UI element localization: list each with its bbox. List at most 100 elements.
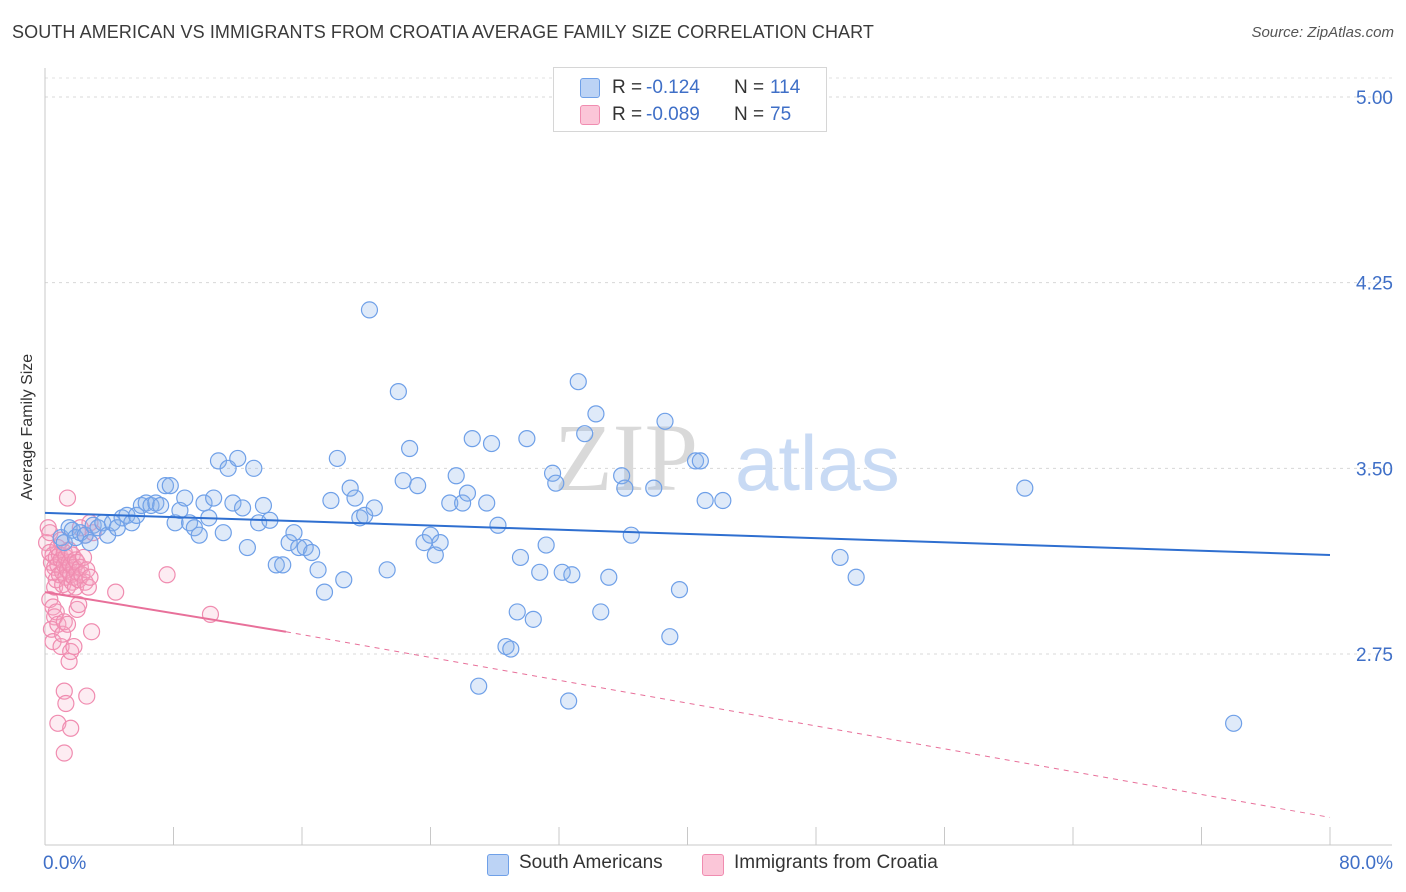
croatia-trend-line (44, 591, 287, 633)
stats-row-croatia: R = -0.089 N = 75 (554, 101, 826, 127)
south-american-point (190, 526, 208, 544)
croatia-point (49, 714, 67, 732)
stats-swatch-blue (580, 78, 600, 98)
south-american-point (691, 452, 709, 470)
south-american-point (214, 524, 232, 542)
legend-label: Immigrants from Croatia (734, 852, 938, 873)
south-american-point (229, 449, 247, 468)
south-american-points (52, 301, 1243, 732)
south-american-point (454, 494, 472, 512)
south-american-point (592, 603, 610, 621)
south-american-point (238, 538, 256, 557)
south-american-point (161, 477, 179, 495)
south-american-point (1016, 479, 1034, 497)
axes (44, 68, 1392, 846)
south-american-point (81, 533, 99, 552)
south-american-point (309, 561, 327, 579)
south-american-point (401, 439, 419, 458)
stats-box: R = -0.124 N = 114 R = -0.089 N = 75 (553, 67, 827, 132)
south-american-point (315, 583, 334, 601)
south-american-point (547, 474, 565, 492)
croatia-point (81, 568, 99, 586)
south-american-point (569, 373, 587, 391)
stats-r-label: R = (612, 77, 643, 98)
south-american-point (409, 477, 427, 495)
south-american-point (328, 449, 346, 468)
south-american-point (132, 496, 150, 515)
croatia-point (54, 625, 72, 643)
y-tick-label: 3.50 (1356, 459, 1393, 480)
south-american-point (518, 430, 536, 448)
south-american-point (176, 489, 194, 507)
south-american-point (622, 526, 640, 544)
croatia-point (76, 573, 94, 591)
croatia-point (65, 637, 83, 656)
trend-lines (44, 511, 1331, 818)
south-american-point (351, 509, 369, 527)
croatia-points (38, 489, 220, 762)
south-american-point (511, 548, 530, 567)
south-american-point (303, 543, 321, 562)
croatia-point (82, 623, 101, 641)
y-tick-label: 4.25 (1356, 274, 1393, 295)
south-american-point (508, 603, 526, 621)
south-american-point (470, 677, 488, 695)
south-american-point (285, 524, 303, 542)
south-american-point (656, 412, 674, 430)
y-tick-labels: 2.75 3.50 4.25 5.00 (1356, 88, 1393, 666)
y-axis-label: Average Family Size (19, 353, 36, 501)
south-american-trend-line (44, 511, 1331, 556)
south-american-point (537, 536, 555, 554)
south-american-point (645, 479, 663, 497)
south-american-point (563, 566, 581, 584)
source-credit: Source: ZipAtlas.com (1251, 24, 1394, 41)
stats-r-label: R = (612, 104, 643, 125)
watermark-zip: ZIP (554, 404, 698, 511)
gridlines (45, 77, 1392, 655)
south-american-point (576, 425, 594, 443)
y-axis-label-wrap: Average Family Size (14, 300, 42, 560)
south-american-point (360, 301, 379, 319)
south-american-point (322, 491, 340, 510)
south-american-point (447, 467, 465, 485)
south-american-point (502, 640, 520, 658)
y-tick-label: 5.00 (1356, 88, 1393, 109)
south-american-point (365, 499, 383, 517)
watermark: ZIP atlas (554, 404, 900, 511)
chart-title: SOUTH AMERICAN VS IMMIGRANTS FROM CROATI… (12, 22, 875, 42)
south-american-point (60, 519, 78, 537)
stats-r-value: -0.124 (646, 77, 700, 98)
croatia-point (62, 642, 80, 661)
south-american-point (686, 452, 705, 470)
south-american-point (233, 499, 252, 517)
south-american-point (543, 464, 562, 482)
south-american-point (245, 459, 263, 477)
croatia-point (58, 615, 77, 633)
croatia-point (57, 694, 75, 713)
south-american-point (341, 479, 359, 497)
south-american-point (267, 556, 285, 574)
south-american-point (478, 494, 496, 512)
x-tick-label: 80.0% (1339, 853, 1393, 874)
croatia-point (55, 682, 73, 700)
x-tick-label: 0.0% (43, 853, 86, 874)
south-american-point (224, 494, 242, 512)
south-american-point (147, 494, 165, 512)
south-american-point (441, 494, 459, 512)
south-american-point (696, 491, 714, 510)
south-american-point (670, 581, 689, 599)
south-american-point (524, 610, 542, 628)
stats-r-value: -0.089 (646, 104, 700, 125)
south-american-point (394, 472, 412, 490)
legend-swatch-pink (702, 854, 724, 876)
south-american-point (389, 382, 407, 401)
stats-n-value: 114 (770, 77, 801, 98)
croatia-point (58, 489, 77, 507)
south-american-point (616, 479, 634, 497)
legend-swatch-blue (487, 854, 509, 876)
croatia-point (62, 719, 80, 737)
south-american-point (482, 434, 501, 453)
south-american-point (531, 563, 549, 581)
south-american-point (156, 477, 175, 495)
